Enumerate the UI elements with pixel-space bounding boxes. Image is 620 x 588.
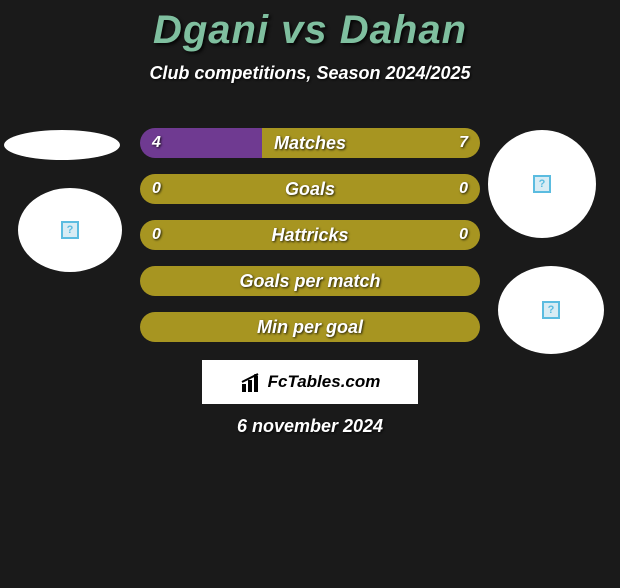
logo-text: FcTables.com: [268, 372, 381, 392]
bars-icon: [240, 370, 264, 394]
stats-container: Matches47Goals00Hattricks00Goals per mat…: [140, 128, 480, 358]
stat-bar: Min per goal: [140, 312, 480, 342]
stat-right-value: 0: [459, 220, 468, 250]
stat-bar: Goals0 0: [140, 174, 480, 204]
page-subtitle: Club competitions, Season 2024/2025: [0, 63, 620, 84]
stat-bar: Matches4 7: [140, 128, 480, 158]
image-placeholder-icon: ?: [61, 221, 79, 239]
stat-right-value: 0: [459, 174, 468, 204]
left-ellipse: [4, 130, 120, 160]
left-player-avatar: ?: [18, 188, 122, 272]
image-placeholder-icon: ?: [533, 175, 551, 193]
stat-right-value: 7: [459, 128, 468, 158]
stat-label: Min per goal: [140, 312, 480, 342]
date-text: 6 november 2024: [0, 416, 620, 437]
image-placeholder-icon: ?: [542, 301, 560, 319]
stat-bar: Goals per match: [140, 266, 480, 296]
stat-label: Hattricks: [140, 220, 480, 250]
stat-left-value: 4: [152, 128, 161, 158]
stat-label: Goals: [140, 174, 480, 204]
stat-label: Goals per match: [140, 266, 480, 296]
stat-bar: Hattricks0 0: [140, 220, 480, 250]
stat-left-value: 0: [152, 174, 161, 204]
right-player-avatar-1: ?: [488, 130, 596, 238]
right-player-avatar-2: ?: [498, 266, 604, 354]
stat-left-value: 0: [152, 220, 161, 250]
stat-label: Matches: [140, 128, 480, 158]
page-title: Dgani vs Dahan: [0, 8, 620, 53]
logo-box: FcTables.com: [202, 360, 418, 404]
